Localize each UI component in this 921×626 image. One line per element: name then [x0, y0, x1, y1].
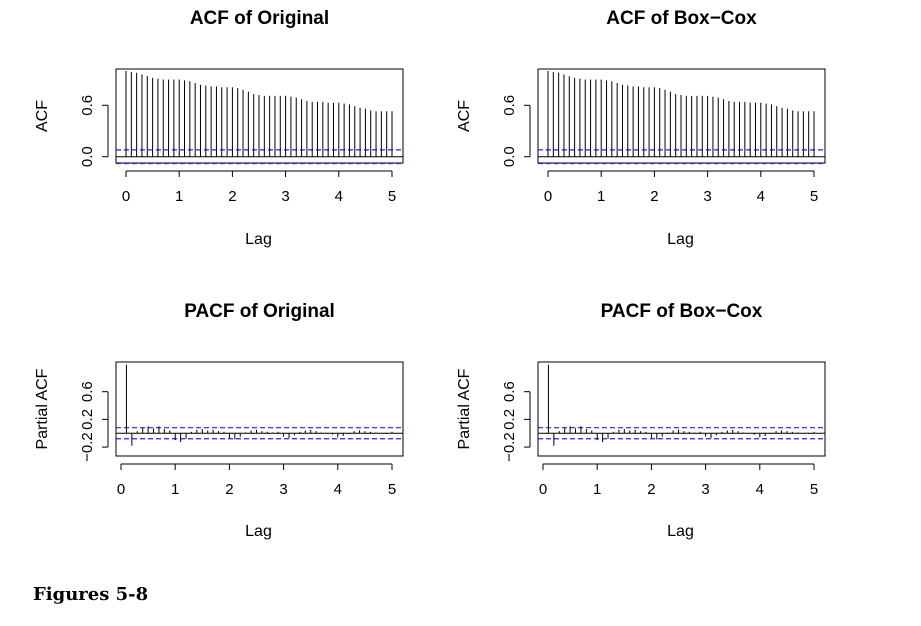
x-tick-label: 0 [544, 188, 552, 205]
x-tick-label: 5 [810, 188, 818, 205]
panel-1: ACF of Original 0 1 2 3 4 5 0.0 0.6 Lag ACF [34, 8, 404, 248]
x-tick-label: 3 [701, 481, 709, 498]
x-tick-label: 1 [175, 188, 183, 205]
x-axis-label: Lag [667, 523, 694, 540]
x-tick-label: 5 [810, 481, 818, 498]
y-tick-label: 0.6 [79, 381, 96, 402]
plot-frame [537, 361, 826, 457]
figure-caption: Figures 5-8 [33, 584, 149, 605]
y-axis-label: ACF [34, 100, 51, 132]
x-tick-label: 0 [122, 188, 130, 205]
x-tick-label: 1 [597, 188, 605, 205]
panel-title: ACF of Box−Cox [606, 8, 757, 29]
x-tick-label: 4 [757, 188, 765, 205]
x-tick-label: 2 [650, 188, 658, 205]
plot-frame [115, 361, 404, 457]
x-tick-label: 5 [388, 188, 396, 205]
panel-4: PACF of Box−Cox 0 1 2 3 4 5 −0.2 0.2 0.6 Lag Partia… [456, 301, 826, 540]
panel-title: PACF of Original [184, 301, 335, 322]
x-tick-label: 3 [703, 188, 711, 205]
x-tick-label: 1 [593, 481, 601, 498]
x-tick-label: 0 [117, 481, 125, 498]
y-tick-label: 0.2 [79, 409, 96, 430]
x-axis-label: Lag [245, 231, 272, 248]
x-tick-label: 2 [228, 188, 236, 205]
x-axis-label: Lag [245, 523, 272, 540]
x-tick-label: 4 [334, 481, 342, 498]
x-axis-label: Lag [667, 231, 694, 248]
panel-2: ACF of Box−Cox 0 1 2 3 4 5 0.0 0.6 Lag ACF [456, 8, 826, 248]
x-tick-label: 4 [335, 188, 343, 205]
plot-frame [537, 68, 826, 164]
y-tick-label: −0.2 [79, 432, 96, 462]
x-tick-label: 2 [225, 481, 233, 498]
x-tick-label: 0 [539, 481, 547, 498]
x-tick-label: 3 [281, 188, 289, 205]
x-tick-label: 2 [647, 481, 655, 498]
panel-title: ACF of Original [190, 8, 329, 29]
plot-frame [115, 68, 404, 164]
x-tick-label: 1 [171, 481, 179, 498]
y-tick-label: 0.2 [501, 409, 518, 430]
y-tick-label: 0.6 [79, 95, 96, 116]
y-axis-label: Partial ACF [456, 368, 473, 449]
panel-title: PACF of Box−Cox [601, 301, 763, 322]
panel-3: PACF of Original 0 1 2 3 4 5 −0.2 0.2 0.6 Lag Parti… [34, 301, 404, 540]
y-tick-label: 0.0 [79, 146, 96, 167]
y-tick-label: 0.6 [501, 381, 518, 402]
y-tick-label: 0.0 [501, 146, 518, 167]
x-tick-label: 3 [279, 481, 287, 498]
x-tick-label: 5 [388, 481, 396, 498]
y-tick-label: 0.6 [501, 95, 518, 116]
y-tick-label: −0.2 [501, 432, 518, 462]
x-tick-label: 4 [756, 481, 764, 498]
y-axis-label: ACF [456, 100, 473, 132]
y-axis-label: Partial ACF [34, 368, 51, 449]
